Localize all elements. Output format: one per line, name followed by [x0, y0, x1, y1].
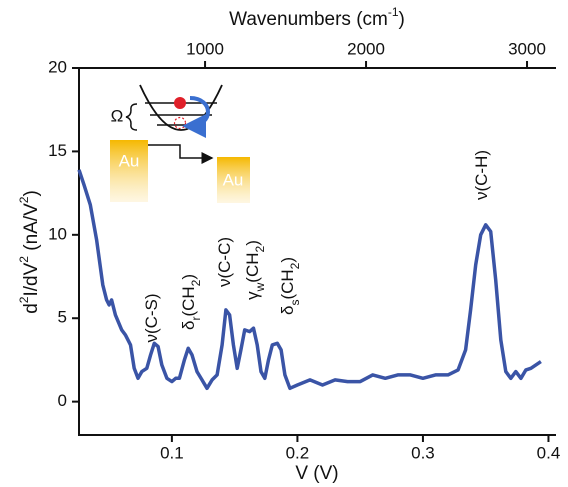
- peak-annotation: γw(CH2): [243, 240, 267, 300]
- peak-annotation: ν(C-H): [472, 150, 491, 200]
- brace: [125, 103, 138, 131]
- top-axis-label: Wavenumbers (cm-1): [229, 5, 405, 30]
- x-axis-label: V (V): [295, 463, 338, 484]
- text-part: ): [399, 9, 405, 30]
- text-part: (CH: [179, 286, 198, 316]
- script-text: s: [288, 300, 302, 306]
- text-part: d: [21, 303, 42, 314]
- x-tick-label: 0.1: [160, 443, 184, 462]
- x-tick-label: 0.4: [537, 443, 561, 462]
- text-part: ): [179, 274, 198, 280]
- text-part: (CH: [243, 252, 262, 282]
- y-tick-label: 0: [58, 391, 67, 410]
- axes: [78, 67, 556, 436]
- top-tick-label: 3000: [508, 39, 546, 58]
- text-part: ): [21, 190, 42, 196]
- script-text: 2: [253, 245, 267, 252]
- text-part: I/dV: [21, 262, 42, 296]
- script-text: 2: [17, 196, 31, 203]
- spectrum-line: [77, 169, 542, 391]
- top-tick-label: 2000: [347, 39, 385, 58]
- y-tick-label: 5: [58, 308, 67, 327]
- inset-diagram: Ω Au Au: [110, 84, 250, 203]
- text-part: ν(C-H): [472, 150, 491, 200]
- script-text: w: [253, 282, 267, 292]
- peak-annotation: δs(CH2): [278, 257, 302, 315]
- x-tick-label: 0.2: [286, 443, 310, 462]
- electrode: [217, 157, 250, 203]
- electrode: [110, 140, 148, 202]
- peak-annotation: ν(C-S): [142, 293, 161, 342]
- text-part: (CH: [278, 269, 297, 299]
- text-part: Wavenumbers (cm: [229, 9, 388, 30]
- y-tick-label: 10: [48, 224, 67, 243]
- text-part: ν(C-C): [215, 237, 234, 287]
- text-part: γ: [243, 291, 262, 300]
- script-text: 2: [189, 279, 203, 286]
- text-part: ): [278, 257, 297, 263]
- omega-label: Ω: [111, 106, 124, 125]
- text-part: δ: [179, 321, 198, 330]
- electrode-label: Au: [119, 151, 140, 170]
- script-text: r: [189, 317, 203, 321]
- text-part: (nA/V: [21, 203, 42, 256]
- y-tick-label: 15: [48, 141, 67, 160]
- excited-state: [174, 97, 186, 109]
- y-axis-label: d2I/dV2 (nA/V2): [17, 190, 42, 314]
- x-tick-label: 0.3: [411, 443, 435, 462]
- script-text: 2: [17, 256, 31, 263]
- axis-spine: [78, 68, 556, 436]
- tunneling-arrow: [148, 144, 214, 164]
- script-text: 2: [288, 262, 302, 269]
- ground-state: [173, 116, 187, 130]
- text-part: ν(C-S): [142, 293, 161, 342]
- peak-annotation: δr(CH2): [179, 274, 203, 330]
- script-text: 2: [17, 296, 31, 303]
- electrode-label: Au: [223, 170, 244, 189]
- y-tick-label: 20: [48, 57, 67, 76]
- text-part: ): [243, 240, 262, 246]
- text-part: δ: [278, 306, 297, 315]
- peak-annotation: ν(C-C): [215, 237, 234, 287]
- top-tick-label: 1000: [186, 39, 224, 58]
- script-text: -1: [388, 5, 399, 19]
- transition-arrow: [182, 96, 210, 138]
